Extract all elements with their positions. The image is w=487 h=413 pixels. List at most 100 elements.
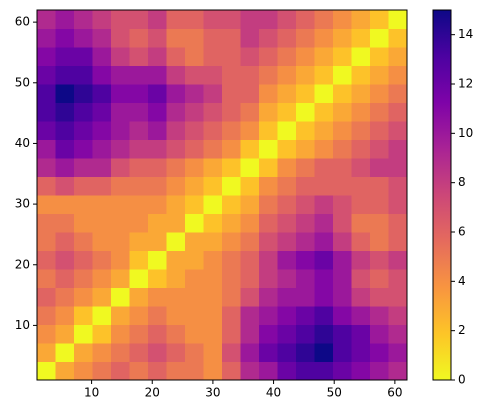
- heatmap-cell: [166, 287, 186, 307]
- heatmap-cell: [111, 158, 130, 177]
- heatmap-cell: [185, 195, 204, 214]
- heatmap-cell: [388, 84, 408, 103]
- heatmap-cell: [388, 232, 408, 251]
- heatmap-cell: [370, 84, 389, 103]
- heatmap-cell: [148, 47, 167, 66]
- heatmap-cell: [259, 121, 278, 140]
- heatmap-cell: [240, 306, 260, 325]
- heatmap-cell: [222, 139, 241, 159]
- heatmap-cell: [203, 102, 223, 122]
- heatmap-cell: [92, 361, 112, 381]
- heatmap-cell: [185, 361, 204, 381]
- heatmap-cell: [277, 213, 297, 233]
- heatmap-cell: [111, 306, 130, 325]
- heatmap-cell: [74, 232, 93, 251]
- heatmap-cell: [240, 324, 260, 344]
- heatmap-cell: [148, 232, 167, 251]
- heatmap-cell: [388, 47, 408, 66]
- heatmap-cell: [259, 28, 278, 48]
- heatmap-cell: [333, 306, 352, 325]
- heatmap-cell: [92, 139, 112, 159]
- heatmap-cell: [129, 10, 149, 29]
- heatmap-cell: [314, 47, 334, 66]
- heatmap-cell: [370, 121, 389, 140]
- heatmap-cell: [129, 102, 149, 122]
- heatmap-cell: [333, 361, 352, 381]
- colorbar: [432, 9, 452, 381]
- heatmap-cell: [55, 65, 75, 85]
- heatmap-cell: [240, 121, 260, 140]
- heatmap-cell: [166, 65, 186, 85]
- heatmap-cell: [222, 324, 241, 344]
- heatmap-cell: [240, 65, 260, 85]
- heatmap-cell: [148, 28, 167, 48]
- heatmap-cell: [111, 232, 130, 251]
- heatmap-cell: [259, 250, 278, 270]
- heatmap-cell: [277, 324, 297, 344]
- heatmap-cell: [333, 102, 352, 122]
- heatmap-cell: [203, 213, 223, 233]
- heatmap-cell: [296, 361, 315, 381]
- heatmap-cell: [296, 343, 315, 362]
- heatmap-cell: [148, 102, 167, 122]
- heatmap-cell: [314, 84, 334, 103]
- heatmap-cell: [222, 47, 241, 66]
- heatmap-cell: [296, 84, 315, 103]
- heatmap-cell: [74, 269, 93, 288]
- heatmap-cell: [92, 84, 112, 103]
- heatmap-cell: [111, 213, 130, 233]
- heatmap-cell: [314, 269, 334, 288]
- heatmap-cell: [92, 28, 112, 48]
- heatmap-cell: [314, 158, 334, 177]
- heatmap-cell: [129, 343, 149, 362]
- heatmap-cell: [296, 287, 315, 307]
- heatmap-cell: [148, 65, 167, 85]
- heatmap-cell: [333, 213, 352, 233]
- heatmap-cell: [222, 158, 241, 177]
- heatmap-cell: [296, 232, 315, 251]
- heatmap-cell: [259, 213, 278, 233]
- heatmap-cell: [388, 361, 408, 381]
- heatmap-cell: [166, 232, 186, 251]
- heatmap-cell: [222, 65, 241, 85]
- heatmap-cell: [74, 195, 93, 214]
- heatmap-cell: [74, 287, 93, 307]
- heatmap-cell: [37, 306, 56, 325]
- heatmap-cell: [222, 306, 241, 325]
- heatmap-cell: [203, 343, 223, 362]
- heatmap-cell: [351, 287, 371, 307]
- heatmap-cell: [370, 213, 389, 233]
- heatmap-cell: [333, 269, 352, 288]
- heatmap-cell: [74, 10, 93, 29]
- y-tick-label: 40: [15, 136, 30, 150]
- heatmap-cell: [277, 121, 297, 140]
- heatmap-cell: [129, 121, 149, 140]
- heatmap-cell: [314, 102, 334, 122]
- heatmap-cell: [240, 269, 260, 288]
- heatmap-cell: [277, 343, 297, 362]
- heatmap-cell: [314, 10, 334, 29]
- heatmap-cell: [37, 158, 56, 177]
- heatmap-cell: [351, 195, 371, 214]
- heatmap-cell: [185, 121, 204, 140]
- heatmap-cell: [37, 47, 56, 66]
- heatmap-cell: [74, 324, 93, 344]
- heatmap-cell: [351, 361, 371, 381]
- heatmap-cell: [259, 102, 278, 122]
- heatmap-cell: [203, 324, 223, 344]
- heatmap-cell: [277, 306, 297, 325]
- heatmap-cell: [148, 158, 167, 177]
- heatmap-cell: [92, 213, 112, 233]
- heatmap-cell: [37, 176, 56, 196]
- heatmap-cell: [55, 361, 75, 381]
- heatmap-cell: [129, 65, 149, 85]
- heatmap-cell: [74, 139, 93, 159]
- heatmap-cell: [37, 269, 56, 288]
- heatmap-cell: [92, 121, 112, 140]
- heatmap-cell: [203, 176, 223, 196]
- heatmap-cell: [370, 176, 389, 196]
- heatmap-cell: [259, 287, 278, 307]
- heatmap-cell: [166, 250, 186, 270]
- heatmap-cell: [388, 121, 408, 140]
